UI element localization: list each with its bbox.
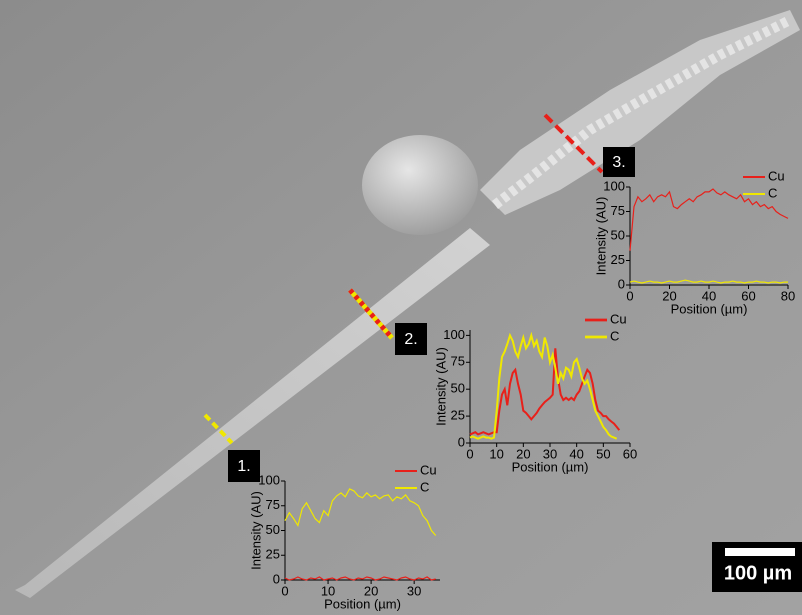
y-tick-label: 75 [451,354,465,369]
y-tick-label: 75 [266,497,280,512]
y-tick-label: 50 [451,381,465,396]
x-tick-label: 0 [626,288,633,303]
x-tick-label: 10 [489,446,503,461]
x-tick-label: 60 [623,446,637,461]
x-tick-label: 50 [596,446,610,461]
x-tick-label: 0 [281,583,288,598]
y-tick-label: 25 [266,547,280,562]
marker-label: 3. [612,154,625,171]
sphere [362,135,478,235]
x-tick-label: 30 [407,583,421,598]
legend-label: C [420,479,429,494]
y-axis-label: Intensity (AU) [593,197,608,276]
legend-label: C [768,185,777,200]
y-tick-label: 0 [618,276,625,291]
y-tick-label: 100 [603,178,625,193]
y-tick-label: 100 [258,472,280,487]
legend-label: Cu [420,462,437,477]
marker-label: 1. [237,458,250,475]
x-axis-label: Position (µm) [512,459,589,474]
x-axis-label: Position (µm) [671,301,748,316]
y-tick-label: 50 [266,522,280,537]
scale-bar [725,548,795,556]
x-tick-label: 0 [466,446,473,461]
y-tick-label: 25 [611,252,625,267]
y-axis-label: Intensity (AU) [433,347,448,426]
screenshot: 1. 2. 3. 100 µm 02550751000102030Positio… [0,0,802,615]
scale-bar-label: 100 µm [724,562,792,584]
marker-label: 2. [404,331,417,348]
y-tick-label: 100 [443,327,465,342]
y-tick-label: 25 [451,408,465,423]
y-tick-label: 75 [611,203,625,218]
y-tick-label: 50 [611,227,625,242]
legend-label: Cu [768,168,785,183]
legend-label: C [610,328,619,343]
legend-label: Cu [610,311,627,326]
x-tick-label: 80 [781,288,795,303]
y-axis-label: Intensity (AU) [248,491,263,570]
y-tick-label: 0 [458,434,465,449]
y-tick-label: 0 [273,571,280,586]
x-axis-label: Position (µm) [324,596,401,611]
